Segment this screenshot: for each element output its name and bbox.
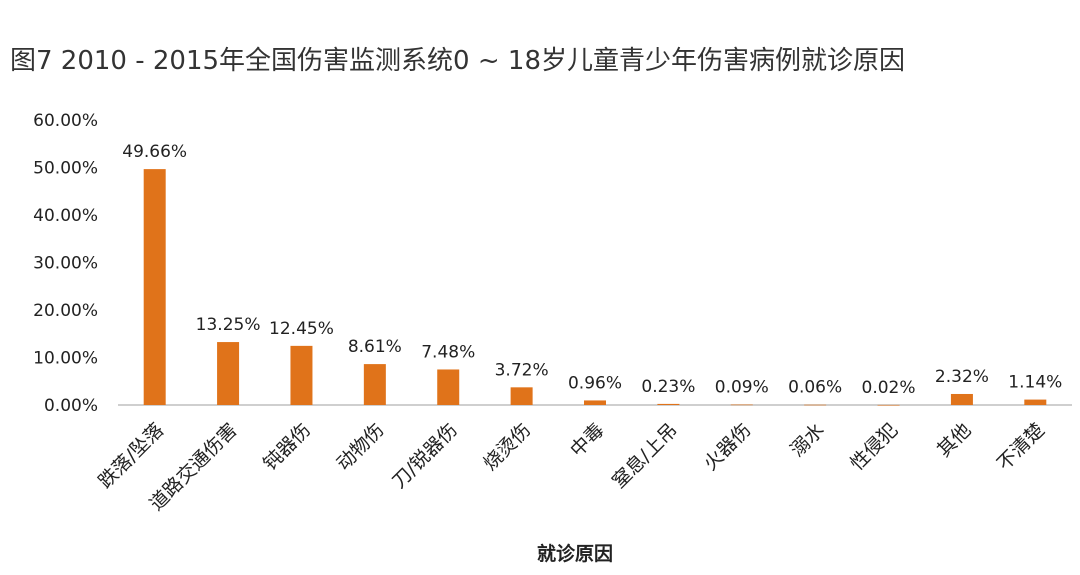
category-label: 性侵犯 xyxy=(846,419,902,475)
y-tick-label: 20.00% xyxy=(33,301,98,321)
bar xyxy=(217,342,240,405)
y-tick-label: 0.00% xyxy=(44,396,98,416)
data-label: 0.09% xyxy=(715,378,769,398)
category-label: 窒息/上吊 xyxy=(608,419,682,493)
bar xyxy=(363,364,386,405)
category-label: 刀/锐器伤 xyxy=(388,419,462,493)
data-labels: 49.66% 13.25% 12.45% 8.61% 7.48% 3.72% 0.96% 0.… xyxy=(122,142,1062,398)
data-label: 8.61% xyxy=(348,337,402,357)
category-label: 火器伤 xyxy=(699,419,755,475)
category-label: 动物伤 xyxy=(333,419,389,475)
data-label: 49.66% xyxy=(122,142,187,162)
bar xyxy=(510,387,533,405)
y-tick-label: 10.00% xyxy=(33,349,98,369)
category-label: 不清楚 xyxy=(993,419,1049,475)
y-tick-label: 60.00% xyxy=(33,111,98,131)
data-label: 0.02% xyxy=(862,378,916,398)
data-label: 12.45% xyxy=(269,319,334,339)
bar xyxy=(1024,399,1047,405)
bar xyxy=(804,404,827,406)
category-label: 跌落/坠落 xyxy=(94,419,168,493)
data-label: 0.06% xyxy=(788,378,842,398)
bars xyxy=(143,169,1047,406)
category-label: 烧烫伤 xyxy=(479,419,535,475)
y-tick-label: 50.00% xyxy=(33,159,98,179)
y-tick-label: 40.00% xyxy=(33,206,98,226)
category-label: 钝器伤 xyxy=(259,419,315,475)
bar xyxy=(290,345,313,405)
chart-title: 图7 2010 - 2015年全国伤害监测系统0 ~ 18岁儿童青少年伤害病例就… xyxy=(10,46,905,76)
data-label: 7.48% xyxy=(421,342,475,362)
bar xyxy=(950,393,973,405)
y-axis-ticks: 0.00% 10.00% 20.00% 30.00% 40.00% 50.00% 60.00… xyxy=(33,111,98,416)
bar xyxy=(657,403,680,405)
data-label: 0.96% xyxy=(568,373,622,393)
data-label: 3.72% xyxy=(495,360,549,380)
bar xyxy=(584,400,606,405)
category-label: 其他 xyxy=(933,419,975,461)
x-axis-title: 就诊原因 xyxy=(537,542,613,565)
y-tick-label: 30.00% xyxy=(33,254,98,274)
bar xyxy=(143,169,166,405)
bar xyxy=(730,404,753,406)
data-label: 1.14% xyxy=(1008,373,1062,393)
data-label: 0.23% xyxy=(641,377,695,397)
bar xyxy=(877,404,900,406)
data-label: 2.32% xyxy=(935,367,989,387)
category-label: 溺水 xyxy=(786,419,828,461)
data-label: 13.25% xyxy=(196,315,261,335)
category-label: 中毒 xyxy=(566,419,608,461)
bar xyxy=(437,369,460,405)
